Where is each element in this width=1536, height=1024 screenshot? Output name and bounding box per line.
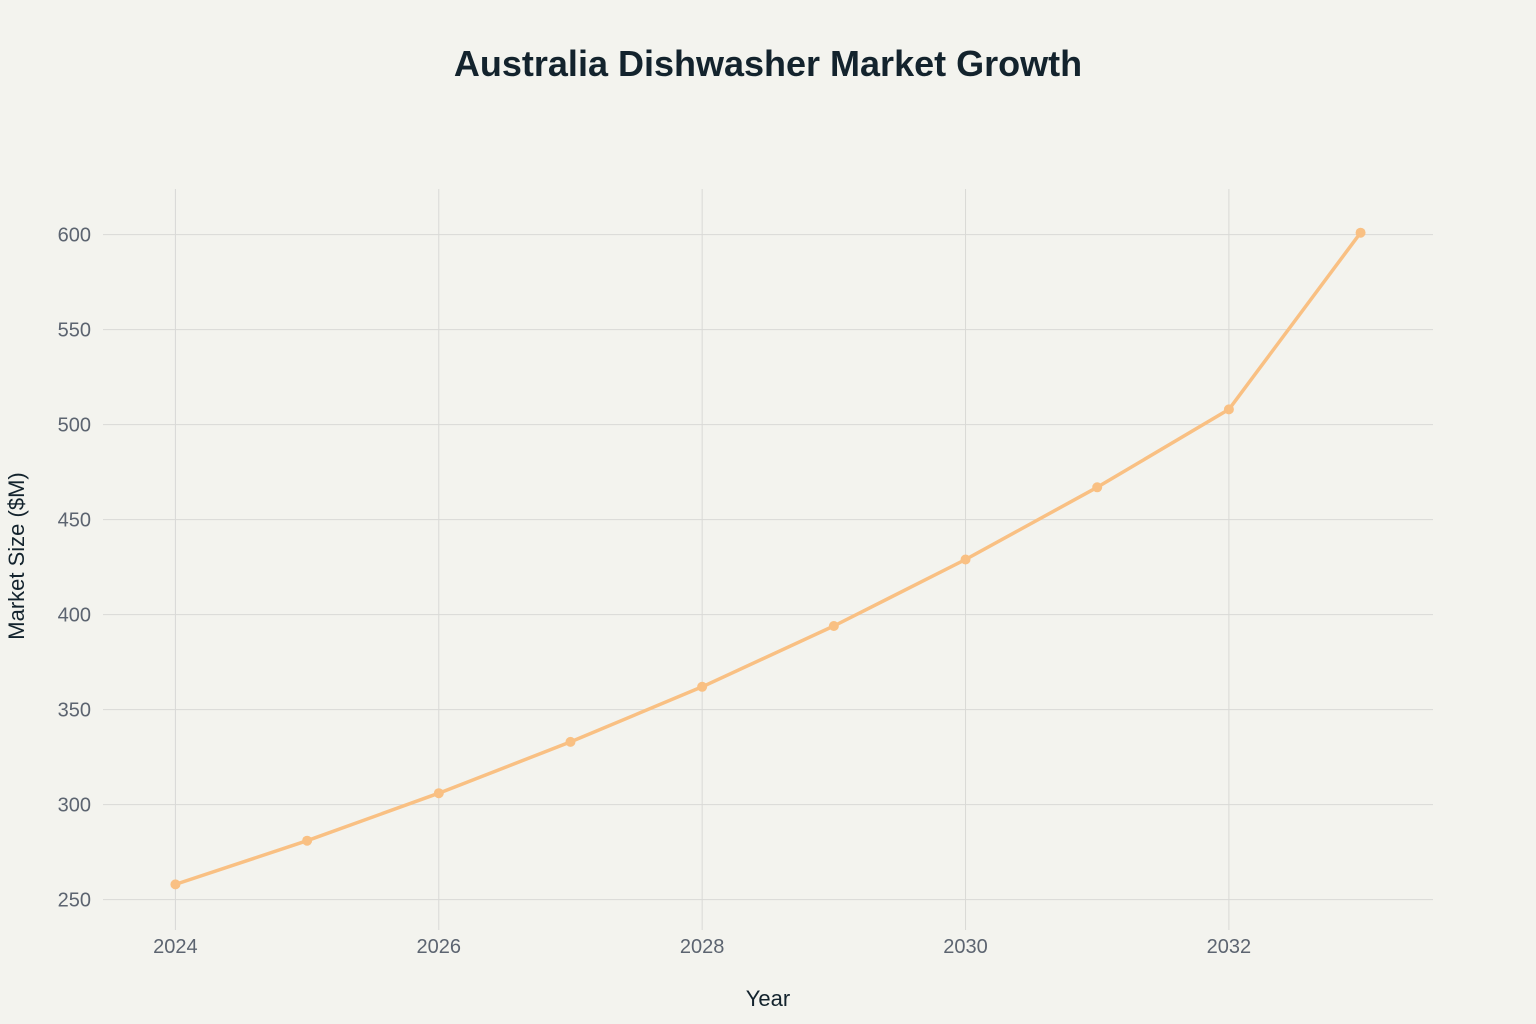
y-tick-label: 500 [58, 415, 91, 437]
data-point-2029[interactable] [828, 621, 839, 631]
data-point-2024[interactable] [170, 879, 181, 890]
axis-layer: 250 300 350 400 450 500 550 600 2024 2026 2028 2030… [58, 225, 1252, 958]
data-point-2025[interactable] [302, 835, 313, 846]
y-tick-label: 250 [58, 890, 91, 912]
y-tick-label: 300 [58, 795, 91, 817]
chart-title: Australia Dishwasher Market Growth [454, 43, 1082, 84]
series-line [173, 230, 1363, 887]
data-point-2032[interactable] [1223, 404, 1234, 415]
data-point-2028[interactable] [697, 681, 708, 692]
y-tick-label: 400 [58, 605, 91, 627]
x-axis-title: Year [746, 986, 790, 1011]
data-point-2030[interactable] [960, 554, 971, 565]
y-tick-label: 550 [58, 320, 91, 342]
x-tick-label: 2032 [1207, 936, 1252, 958]
data-point-2031[interactable] [1092, 482, 1103, 493]
data-point-2026[interactable] [433, 788, 444, 799]
y-tick-label: 350 [58, 700, 91, 722]
x-tick-label: 2024 [153, 936, 198, 958]
x-tick-label: 2030 [943, 936, 988, 958]
x-tick-label: 2028 [680, 936, 725, 958]
y-axis-title: Market Size ($M) [4, 472, 29, 639]
x-tick-label: 2026 [417, 936, 462, 958]
data-point-2027[interactable] [565, 736, 576, 747]
data-point-2033[interactable] [1355, 227, 1366, 238]
grid-layer [103, 189, 1433, 930]
y-tick-label: 450 [58, 510, 91, 532]
y-tick-label: 600 [58, 225, 91, 247]
series-layer [170, 227, 1366, 890]
